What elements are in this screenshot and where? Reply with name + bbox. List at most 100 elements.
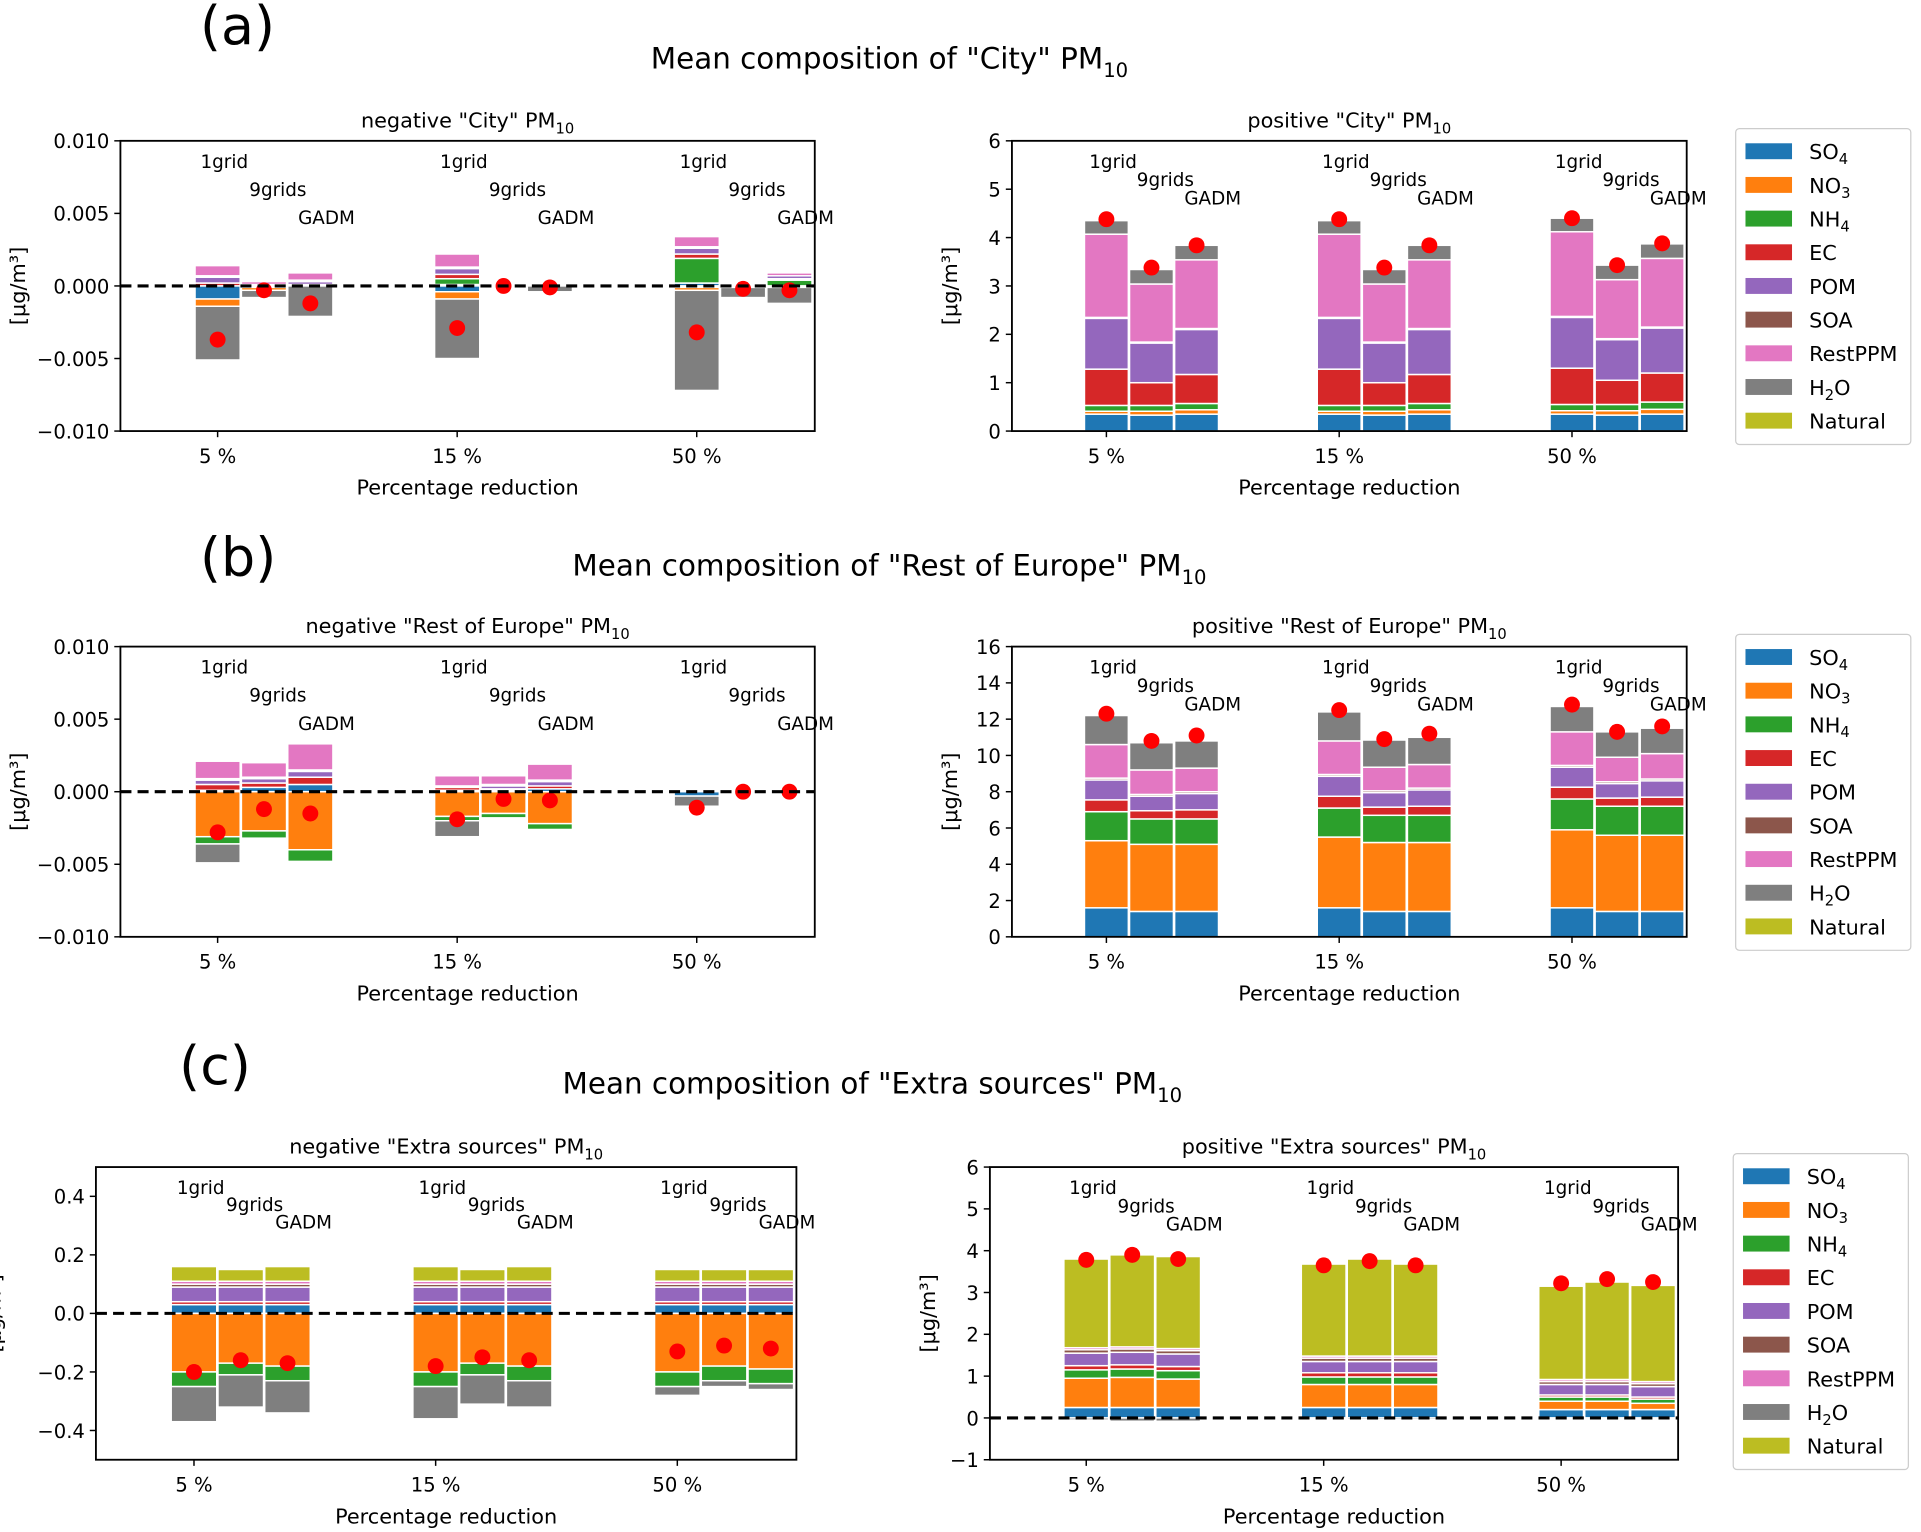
- bar-segment-EC: [1549, 786, 1595, 800]
- chart-title-sub: 10: [556, 120, 575, 137]
- legend-label-NO3: NO3: [1809, 174, 1850, 202]
- bar-segment-POM: [1594, 338, 1640, 382]
- legend-label-POM: POM: [1809, 781, 1856, 805]
- y-tick-label: −0.4: [37, 1420, 85, 1443]
- panel-title-c: Mean composition of "Extra sources" PM10: [563, 1067, 1183, 1108]
- bar-segment-Natural: [1629, 1284, 1677, 1383]
- legend-label-base: NH: [1807, 1233, 1838, 1257]
- method-label: 9grids: [249, 180, 306, 201]
- legend-swatch-NH4: [1745, 716, 1793, 733]
- x-tick-label: 50 %: [652, 1474, 702, 1497]
- bar-segment-EC: [1594, 797, 1640, 807]
- legend-label-NH4: NH4: [1807, 1233, 1848, 1261]
- y-tick-label: −1: [950, 1449, 979, 1472]
- legend-label-sub: 3: [1841, 691, 1850, 708]
- method-label: 1grid: [1555, 152, 1603, 173]
- bar-segment-POM: [1173, 328, 1220, 376]
- bar-segment-NH4: [1173, 402, 1220, 411]
- bar-segment-RestPPM: [1406, 259, 1453, 330]
- method-label: GADM: [538, 208, 595, 229]
- legend-label-sub: 2: [1825, 387, 1834, 404]
- method-label: 1grid: [1089, 658, 1137, 679]
- bar-segment-NH4: [673, 257, 721, 284]
- y-axis-label: [μg/m³]: [938, 247, 962, 325]
- y-tick-label: −0.010: [37, 926, 109, 949]
- chart-title-text: negative "Rest of Europe" PM: [305, 614, 611, 638]
- y-tick-label: 3: [966, 1282, 978, 1305]
- chart-title-text: positive "Extra sources" PM: [1182, 1135, 1468, 1159]
- bar-segment-Natural: [1538, 1285, 1585, 1381]
- total-marker: [1188, 237, 1205, 254]
- total-marker: [1098, 705, 1115, 722]
- bar-segment-POM: [217, 1286, 265, 1303]
- y-tick-label: 1: [966, 1365, 978, 1388]
- bar-segment-Natural: [1155, 1255, 1202, 1350]
- x-axis-label: Percentage reduction: [357, 476, 579, 500]
- method-label: 9grids: [1137, 676, 1194, 697]
- bar-segment-NH4: [1063, 1369, 1110, 1379]
- bar-segment-RestPPM: [1128, 769, 1175, 796]
- total-marker: [1078, 1251, 1095, 1268]
- bar-segment-Natural: [1300, 1263, 1347, 1357]
- bar-segment-POM: [1316, 775, 1362, 797]
- chart-title-text: negative "City" PM: [361, 108, 556, 132]
- method-label: 9grids: [1370, 676, 1427, 697]
- bar-segment-RestPPM: [1128, 283, 1175, 343]
- bar-segment-RestPPM: [1361, 283, 1407, 343]
- method-label: 1grid: [680, 658, 728, 679]
- x-axis-label: Percentage reduction: [335, 1504, 557, 1528]
- bar-segment-NH4: [1549, 403, 1595, 412]
- legend-label-base: POM: [1809, 781, 1856, 805]
- y-tick-label: 0.005: [53, 203, 109, 226]
- bar-segment-Natural: [1063, 1258, 1110, 1349]
- legend-swatch-SOA: [1743, 1336, 1790, 1353]
- chart-title: negative "Rest of Europe" PM10: [305, 614, 629, 643]
- y-tick-label: 0.4: [54, 1186, 85, 1209]
- legend-label-base: H: [1807, 1401, 1823, 1425]
- total-marker: [1331, 211, 1348, 228]
- y-tick-label: 16: [976, 636, 1001, 659]
- legend-label-RestPPM: RestPPM: [1807, 1367, 1895, 1391]
- total-marker: [762, 1340, 779, 1357]
- y-tick-label: 0.005: [53, 709, 109, 732]
- bar-segment-POM: [1406, 328, 1453, 376]
- legend-label-NO3: NO3: [1807, 1199, 1848, 1227]
- bar-segment-SO4: [1361, 910, 1407, 938]
- legend-label-sub: 2: [1825, 893, 1834, 910]
- method-label: 9grids: [468, 1195, 525, 1216]
- y-tick-label: 4: [988, 227, 1000, 250]
- total-marker: [449, 811, 466, 828]
- x-tick-label: 5 %: [199, 445, 236, 468]
- bar-segment-SO4: [1316, 413, 1362, 432]
- legend-label-sub: 2: [1822, 1412, 1831, 1429]
- method-label: GADM: [1403, 1215, 1460, 1236]
- chart-title: positive "City" PM10: [1247, 108, 1451, 137]
- bar-segment-NH4: [1083, 810, 1130, 842]
- y-tick-label: −0.2: [37, 1361, 85, 1384]
- legend-label-SO4: SO4: [1807, 1165, 1846, 1193]
- bar-segment-SO4: [1063, 1406, 1110, 1419]
- legend-label-tail: O: [1834, 882, 1850, 906]
- bar-segment-H2O: [1392, 1417, 1439, 1421]
- bar-segment-POM: [1406, 789, 1453, 807]
- total-marker: [279, 1355, 296, 1372]
- bar-segment-NH4: [1346, 1376, 1393, 1386]
- legend-swatch-Natural: [1745, 918, 1793, 935]
- x-tick-label: 5 %: [175, 1474, 212, 1497]
- bar-segment-H2O: [1173, 740, 1220, 769]
- method-label: GADM: [1641, 1215, 1698, 1236]
- legend-label-base: EC: [1809, 241, 1837, 265]
- y-tick-label: 14: [976, 672, 1001, 695]
- bar-segment-POM: [1549, 766, 1595, 788]
- bar-segment-SO4: [1406, 413, 1453, 432]
- bar-segment-POM: [458, 1286, 506, 1303]
- y-tick-label: 4: [988, 854, 1000, 877]
- bar-segment-SO4: [1300, 1406, 1347, 1419]
- total-marker: [1170, 1251, 1187, 1268]
- bar-segment-SO4: [1361, 414, 1407, 432]
- bar-segment-NO3: [1155, 1378, 1202, 1409]
- total-marker: [474, 1349, 491, 1366]
- total-marker: [209, 331, 226, 348]
- bar-segment-NH4: [1361, 814, 1407, 844]
